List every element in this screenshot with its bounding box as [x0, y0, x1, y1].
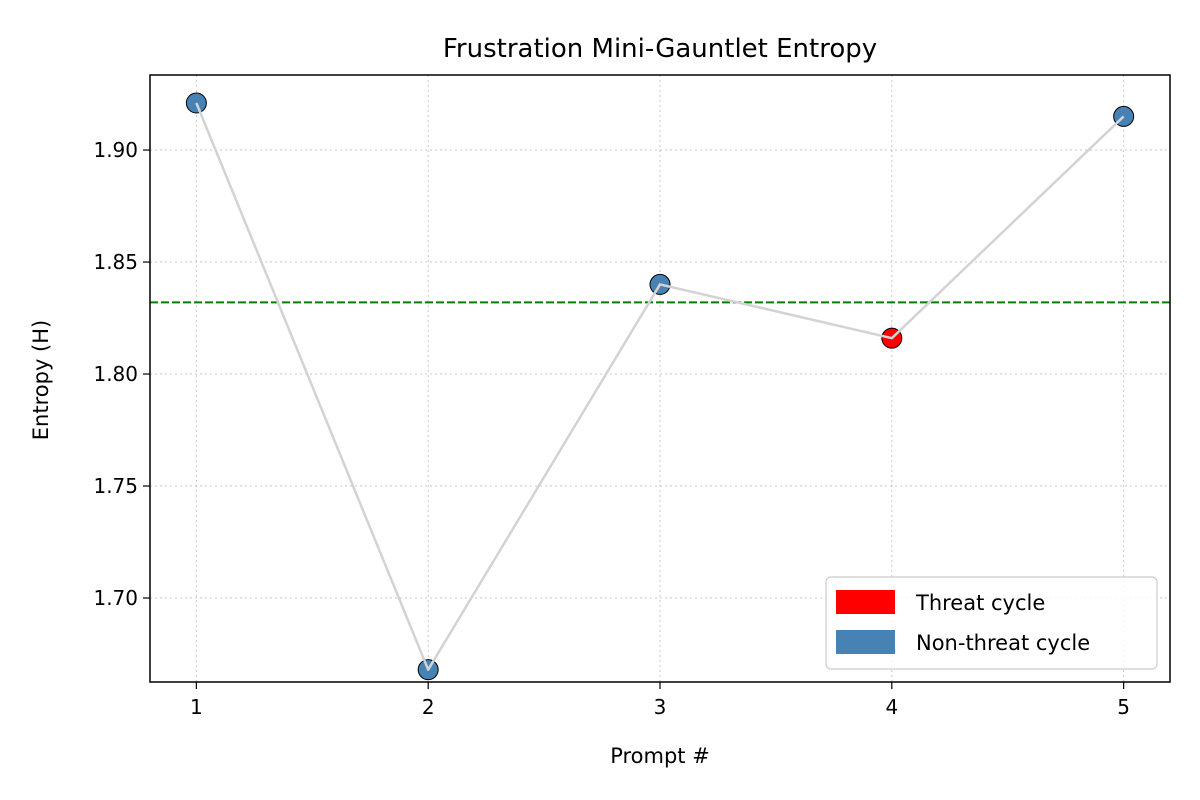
- y-tick-label-4: 1.90: [93, 138, 138, 162]
- x-tick-label-3: 4: [885, 695, 898, 719]
- x-axis-label: Prompt #: [610, 744, 710, 768]
- chart-title: Frustration Mini-Gauntlet Entropy: [443, 34, 877, 64]
- legend: Threat cycle Non-threat cycle: [825, 576, 1158, 670]
- y-tick-label-3: 1.85: [93, 250, 138, 274]
- y-tick-label-0: 1.70: [93, 586, 138, 610]
- legend-swatch-threat: [836, 590, 895, 614]
- x-axis-ticks: 1 2 3 4 5: [190, 682, 1130, 719]
- y-axis-label: Entropy (H): [29, 320, 53, 440]
- legend-swatch-non-threat: [836, 630, 895, 654]
- y-tick-label-1: 1.75: [93, 474, 138, 498]
- legend-label-non-threat: Non-threat cycle: [916, 631, 1090, 655]
- x-tick-label-2: 3: [654, 695, 667, 719]
- x-tick-label-4: 5: [1117, 695, 1130, 719]
- y-axis-ticks: 1.70 1.75 1.80 1.85 1.90: [93, 138, 150, 610]
- y-tick-label-2: 1.80: [93, 362, 138, 386]
- connecting-line-layer: [195, 102, 1125, 671]
- legend-box: [825, 576, 1158, 670]
- x-tick-label-0: 1: [190, 695, 203, 719]
- connecting-line: [195, 102, 1125, 671]
- x-tick-label-1: 2: [422, 695, 435, 719]
- legend-label-threat: Threat cycle: [915, 591, 1045, 615]
